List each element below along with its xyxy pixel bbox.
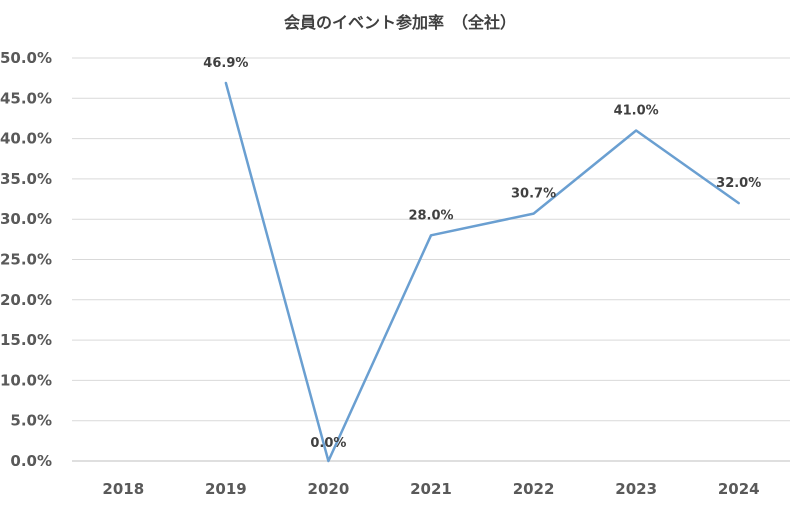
data-label: 46.9% [203,56,248,71]
data-label: 32.0% [716,176,761,191]
y-tick-label: 10.0% [0,371,52,389]
data-label: 0.0% [310,436,346,451]
x-tick-label: 2023 [615,480,657,498]
x-tick-label: 2021 [410,480,452,498]
y-tick-label: 45.0% [0,89,52,107]
y-tick-label: 25.0% [0,251,52,269]
x-tick-label: 2024 [718,480,760,498]
x-tick-label: 2018 [102,480,144,498]
y-tick-label: 15.0% [0,331,52,349]
y-tick-label: 30.0% [0,210,52,228]
y-tick-label: 0.0% [10,452,52,470]
y-tick-label: 20.0% [0,291,52,309]
y-tick-label: 5.0% [10,412,52,430]
data-labels: 46.9% 0.0% 28.0% 30.7% 41.0% 32.0% [203,56,761,451]
data-label: 28.0% [408,208,453,223]
data-label: 30.7% [511,187,556,202]
y-tick-label: 50.0% [0,49,52,67]
y-tick-label: 40.0% [0,130,52,148]
x-tick-label: 2022 [513,480,555,498]
gridlines [72,57,790,462]
series-line [224,81,740,463]
chart-title: 会員のイベント参加率 （全社） [284,13,516,32]
data-label: 41.0% [614,104,659,119]
series-lines [224,81,740,463]
x-axis-ticks: 2018 2019 2020 2021 2022 2023 2024 [102,480,759,498]
x-tick-label: 2019 [205,480,247,498]
y-tick-label: 35.0% [0,170,52,188]
x-tick-label: 2020 [308,480,350,498]
y-axis-ticks: 0.0% 5.0% 10.0% 15.0% 20.0% 25.0% 30.0% 35.0% 40… [0,49,52,470]
